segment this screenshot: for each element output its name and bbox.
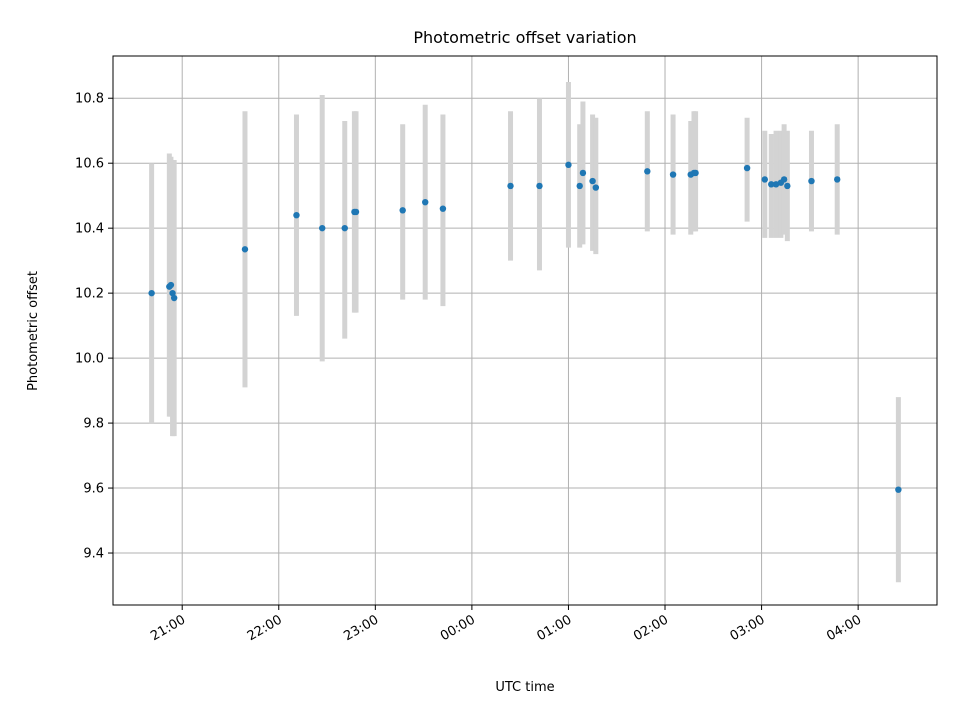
- data-point: [692, 169, 699, 177]
- data-point: [808, 177, 815, 185]
- x-axis-ticks: 21:00 22:00 23:00 00:00 01:00 02:00 03:00 04:00: [148, 605, 864, 644]
- data-point: [352, 208, 360, 216]
- data-point: [293, 211, 300, 219]
- x-tick-label: 22:00: [245, 612, 285, 644]
- data-point: [669, 171, 677, 178]
- x-tick-label: 02:00: [631, 612, 671, 644]
- data-point: [784, 182, 791, 190]
- data-point: [589, 177, 596, 185]
- y-tick-label: 9.6: [83, 482, 104, 497]
- data-point: [241, 246, 249, 253]
- data-point: [399, 207, 406, 214]
- x-tick-label: 04:00: [824, 612, 864, 644]
- x-axis-label: UTC time: [495, 680, 554, 695]
- data-point: [148, 289, 155, 297]
- x-tick-label: 21:00: [148, 612, 188, 644]
- chart-title: Photometric offset variation: [413, 28, 636, 47]
- data-point: [170, 294, 178, 302]
- data-point: [743, 164, 751, 172]
- y-tick-label: 9.8: [83, 417, 104, 432]
- data-point: [772, 181, 780, 188]
- y-tick-label: 10.4: [75, 222, 104, 237]
- data-point: [536, 182, 543, 190]
- data-point: [895, 486, 902, 493]
- data-point: [319, 224, 326, 232]
- y-tick-label: 9.4: [83, 547, 104, 562]
- y-axis-ticks: 9.4 9.6 9.8 10.0 10.2 10.4 10.6 10.8: [75, 92, 113, 562]
- data-point: [169, 289, 176, 297]
- data-point: [834, 176, 841, 183]
- error-bars: [149, 81, 901, 583]
- data-point: [644, 168, 651, 175]
- x-tick-label: 03:00: [728, 612, 768, 644]
- data-point: [579, 169, 587, 177]
- x-tick-label: 01:00: [535, 612, 575, 644]
- y-axis-label: Photometric offset: [26, 271, 41, 391]
- data-point: [565, 161, 572, 169]
- data-point: [780, 176, 788, 183]
- data-point: [439, 205, 447, 212]
- y-tick-label: 10.6: [75, 157, 104, 172]
- data-points: [148, 161, 902, 493]
- x-tick-label: 00:00: [438, 612, 478, 644]
- data-point: [761, 176, 768, 183]
- grid: [113, 56, 937, 605]
- y-tick-label: 10.2: [75, 287, 104, 302]
- data-point: [768, 181, 775, 188]
- data-point: [576, 182, 583, 190]
- data-point: [592, 184, 600, 191]
- data-point: [341, 224, 348, 232]
- y-tick-label: 10.8: [75, 92, 104, 107]
- x-tick-label: 23:00: [341, 612, 381, 644]
- data-point: [422, 198, 429, 206]
- data-point: [167, 281, 175, 289]
- y-tick-label: 10.0: [75, 352, 104, 367]
- data-point: [507, 182, 514, 190]
- plot-frame: [112, 55, 938, 606]
